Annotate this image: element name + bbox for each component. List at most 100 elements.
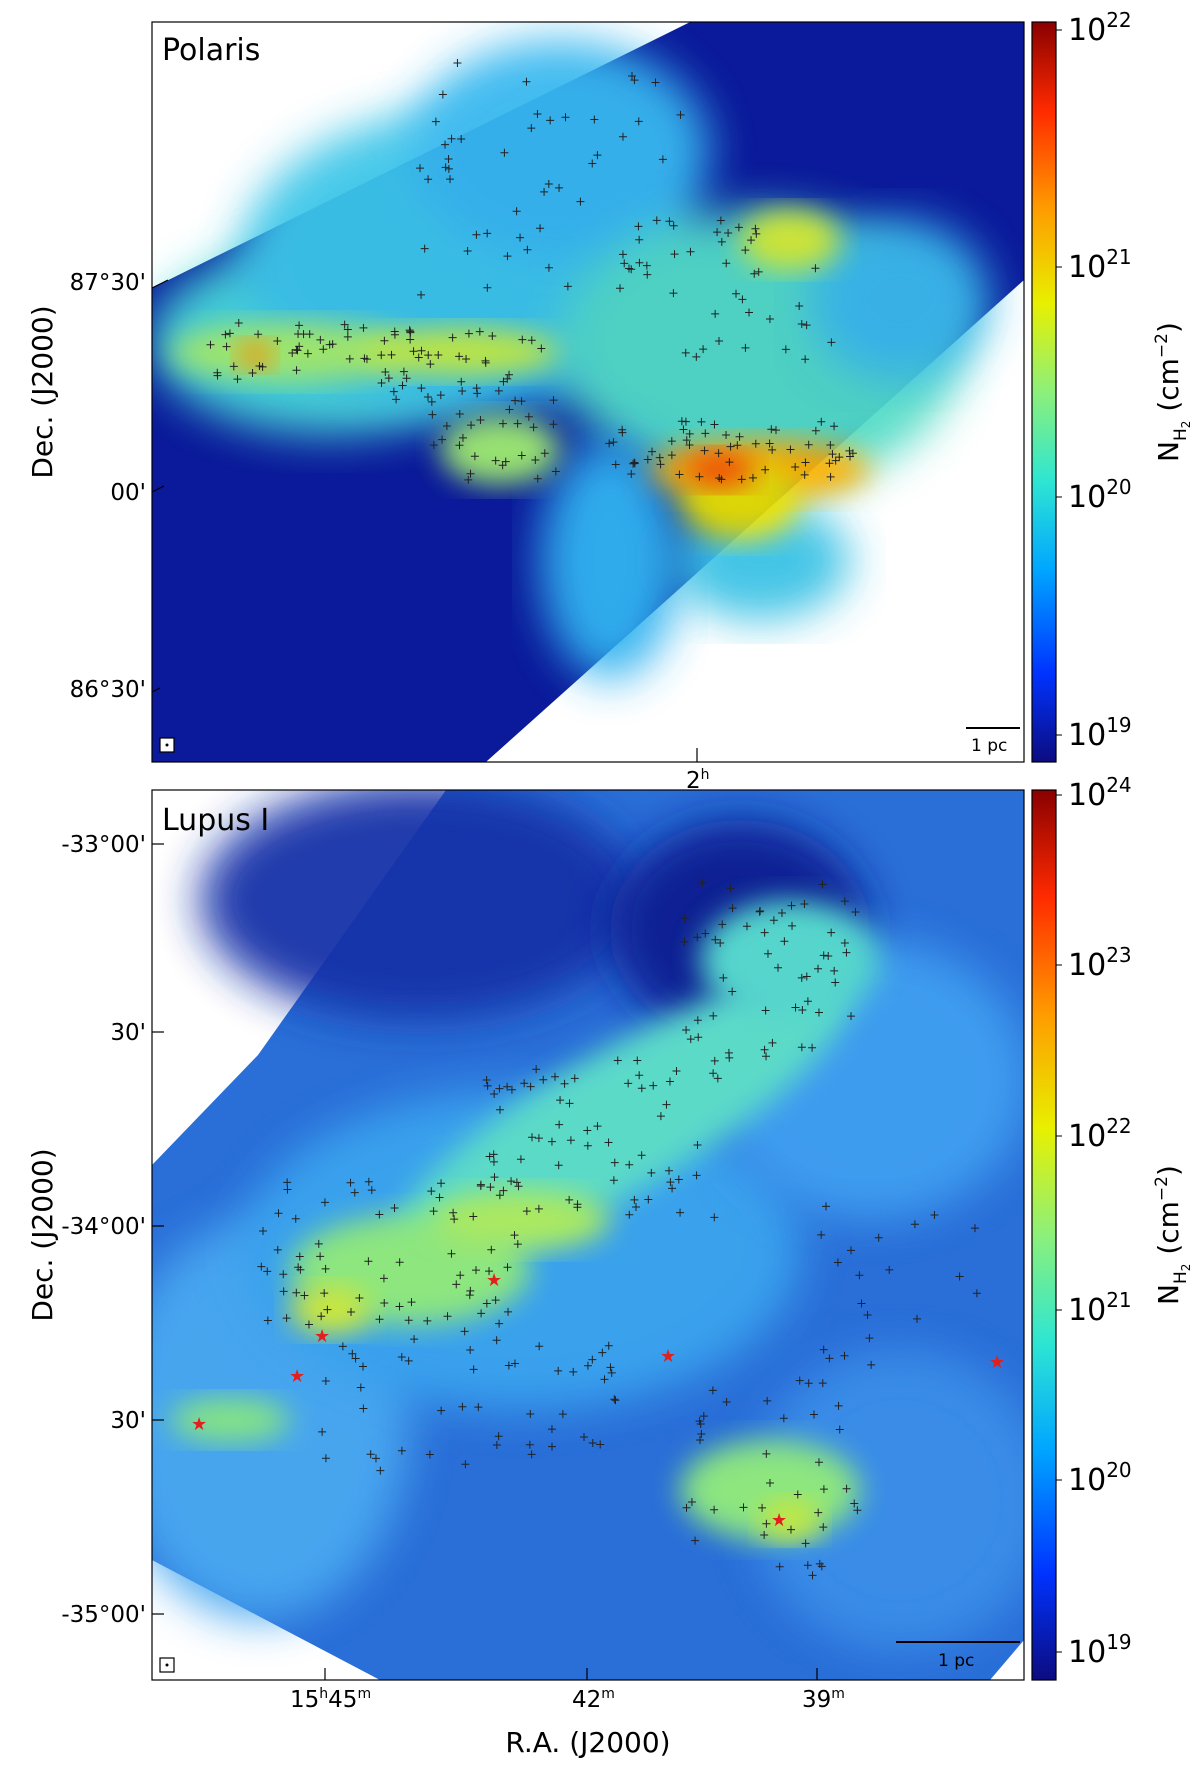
- polaris-source-marker: [288, 349, 297, 358]
- polaris-source-marker: [656, 460, 665, 469]
- polaris-source-marker: [801, 355, 810, 364]
- polaris-source-marker: [476, 415, 485, 424]
- lupus-source-marker: [283, 1178, 292, 1187]
- polaris-source-marker: [658, 155, 667, 164]
- lupus-ylabel: Dec. (J2000): [26, 1148, 59, 1321]
- lupus-yso-star-icon: ★: [771, 1510, 787, 1531]
- lupus-source-marker: [635, 1071, 644, 1080]
- polaris-source-marker: [697, 417, 706, 426]
- lupus-source-marker: [560, 1079, 569, 1088]
- polaris-source-marker: [254, 330, 263, 339]
- lupus-source-marker: [742, 922, 751, 931]
- polaris-source-marker: [213, 371, 222, 380]
- lupus-source-marker: [483, 1081, 492, 1090]
- lupus-source-marker: [802, 972, 811, 981]
- lupus-source-marker: [604, 1138, 613, 1147]
- lupus-source-marker: [355, 1293, 364, 1302]
- lupus-source-marker: [283, 1185, 292, 1194]
- polaris-ylabel: Dec. (J2000): [26, 305, 59, 478]
- polaris-source-marker: [438, 90, 447, 99]
- polaris-source-marker: [442, 422, 451, 431]
- lupus-source-marker: [709, 1011, 718, 1020]
- polaris-source-marker: [441, 140, 450, 149]
- lupus-source-marker: [565, 1099, 574, 1108]
- lupus-source-marker: [485, 1152, 494, 1161]
- polaris-source-marker: [722, 431, 731, 440]
- polaris-source-marker: [685, 429, 694, 438]
- lupus-source-marker: [320, 1198, 329, 1207]
- lupus-source-marker: [913, 1314, 922, 1323]
- lupus-source-marker: [840, 1351, 849, 1360]
- lupus-source-marker: [449, 1208, 458, 1217]
- polaris-source-marker: [667, 451, 676, 460]
- lupus-source-marker: [282, 1314, 291, 1323]
- lupus-ytick-label: -35°00': [61, 1602, 146, 1628]
- lupus-source-marker: [507, 1085, 516, 1094]
- polaris-source-marker: [576, 197, 585, 206]
- lupus-source-marker: [797, 973, 806, 982]
- lupus-source-marker: [970, 1224, 979, 1233]
- lupus-source-marker: [665, 1077, 674, 1086]
- polaris-source-marker: [700, 446, 709, 455]
- lupus-source-marker: [555, 1120, 564, 1129]
- lupus-source-marker: [625, 1160, 634, 1169]
- polaris-source-marker: [754, 267, 763, 276]
- lupus-source-marker: [495, 1191, 504, 1200]
- polaris-source-marker: [732, 289, 741, 298]
- lupus-source-marker: [539, 1075, 548, 1084]
- polaris-source-marker: [643, 455, 652, 464]
- lupus-source-marker: [718, 920, 727, 929]
- polaris-source-marker: [667, 437, 676, 446]
- lupus-ytick-label: -34°00': [61, 1214, 146, 1240]
- lupus-ytick-label: 30': [110, 1408, 146, 1434]
- lupus-source-marker: [760, 1045, 769, 1054]
- lupus-source-marker: [780, 937, 789, 946]
- polaris-source-marker: [620, 259, 629, 268]
- lupus-source-marker: [565, 1195, 574, 1204]
- polaris-source-marker: [537, 344, 546, 353]
- polaris-source-marker: [518, 335, 527, 344]
- polaris-source-marker: [710, 420, 719, 429]
- polaris-source-marker: [714, 449, 723, 458]
- lupus-source-marker: [371, 1454, 380, 1463]
- lupus-source-marker: [863, 1310, 872, 1319]
- lupus-source-marker: [375, 1210, 384, 1219]
- lupus-source-marker: [755, 907, 764, 916]
- lupus-source-marker: [809, 1410, 818, 1419]
- polaris-source-marker: [747, 236, 756, 245]
- polaris-source-marker: [750, 269, 759, 278]
- polaris-source-marker: [751, 224, 760, 233]
- lupus-source-marker: [527, 1450, 536, 1459]
- polaris-source-marker: [642, 261, 651, 270]
- lupus-source-marker: [763, 1396, 772, 1405]
- polaris-source-marker: [524, 412, 533, 421]
- polaris-source-marker: [455, 410, 464, 419]
- polaris-source-marker: [503, 252, 512, 261]
- lupus-source-marker: [699, 1412, 708, 1421]
- polaris-source-marker: [455, 441, 464, 450]
- polaris-source-marker: [424, 351, 433, 360]
- lupus-source-marker: [762, 1052, 771, 1061]
- lupus-source-marker: [534, 1134, 543, 1143]
- lupus-source-marker: [610, 1395, 619, 1404]
- lupus-source-marker: [697, 1429, 706, 1438]
- polaris-source-marker: [222, 342, 231, 351]
- lupus-source-marker: [395, 1302, 404, 1311]
- lupus-source-marker: [437, 1179, 446, 1188]
- lupus-source-marker: [583, 1361, 592, 1370]
- polaris-source-marker: [737, 475, 746, 484]
- lupus-source-marker: [443, 1312, 452, 1321]
- polaris-source-marker: [549, 396, 558, 405]
- polaris-source-marker: [835, 453, 844, 462]
- lupus-xtick-label: 15h45m: [290, 1686, 371, 1713]
- lupus-source-marker: [698, 878, 707, 887]
- polaris-source-marker: [458, 433, 467, 442]
- lupus-source-marker: [604, 1341, 613, 1350]
- polaris-source-marker: [295, 321, 304, 330]
- polaris-source-marker: [797, 320, 806, 329]
- polaris-source-marker: [549, 420, 558, 429]
- lupus-source-marker: [461, 1460, 470, 1469]
- polaris-source-marker: [517, 397, 526, 406]
- lupus-source-marker: [686, 1035, 695, 1044]
- lupus-source-marker: [263, 1267, 272, 1276]
